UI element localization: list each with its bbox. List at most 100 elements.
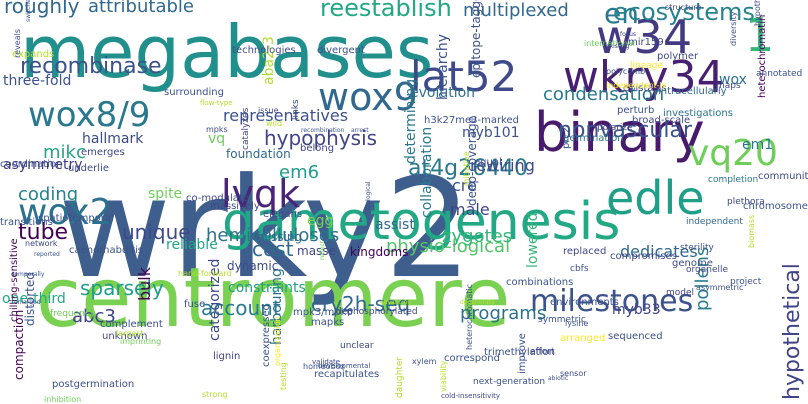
word-caenorhabditis: caenorhabditis [69,245,144,256]
word-surrounding: surrounding [164,87,224,98]
word-heterochromatic: heterochromatic [465,284,474,350]
word-multiplexed: multiplexed [463,0,569,21]
word-dynamic: dynamic [227,259,279,273]
word-project: project [730,277,762,287]
word-enlarged: enlarged [14,299,41,306]
word-structure: structure [665,3,702,12]
word-em6: em6 [279,162,320,183]
word-organization: organization [273,316,282,366]
word-polymer: polymer [657,51,699,62]
word-sparsely: sparsely [80,276,164,300]
word-spite: spite [148,186,183,202]
word-model: model [666,288,695,298]
word-unique: unique [122,220,191,244]
word-cold-insensitivity: cold-insensitivity [441,392,501,400]
word-wild: wild [266,119,283,128]
word-biological: biological [365,181,372,210]
word-sterility: sterility [680,243,714,253]
word-temporally: temporally [12,271,45,278]
word-perturb: perturb [617,105,655,116]
word-network: network [25,239,58,248]
word-epistasis: epistasis [623,83,667,94]
word-belong: belong [300,143,335,154]
word-broad-scale: broad-scale [632,115,691,126]
word-myb101: myb101 [462,125,520,141]
word-compromises: compromises [610,251,677,262]
word-organelle: organelle [686,265,729,275]
word-evolution: evolution [410,85,476,101]
word-coding: coding [18,184,79,205]
word-wox8-9: wox8/9 [28,95,151,135]
word-combinations: combinations [506,277,574,288]
word-heterochromatin: heterochromatin [757,14,768,98]
word-international: international [584,39,635,48]
word-largest: largest [116,329,144,338]
word-coexpressed: coexpressed [261,304,272,367]
word-catalyzes: catalyzes [241,107,251,150]
word-at4g26440: at4g26440 [408,156,529,181]
word-environments: environments [550,297,619,308]
word-hallmark: hallmark [82,131,144,147]
word-developmental: developmental [318,362,371,370]
word-masse: masse [297,244,336,258]
word-annotated: annotated [756,69,803,79]
word-imprinting: imprinting [120,337,162,346]
word-dedicates: dedicates [620,242,698,261]
word-hypotheses: hypotheses [753,0,762,26]
word-mapks: mapks [311,317,345,328]
word-elegans: elegans [263,209,303,220]
word-massively: massively [210,201,260,212]
word-physio-logical: physio-logical [386,236,511,257]
word-replaced: replaced [563,246,607,257]
word-maps: maps [716,81,741,91]
word-validate: validate [312,358,341,366]
word-roughly: roughly [4,0,80,18]
word-xylem: xylem [412,357,437,366]
word-attributable: attributable [88,0,194,17]
word-emerges: emerges [81,147,125,158]
word-investigations: investigations [663,108,733,119]
word-diversity: diversity [729,11,738,46]
word-coordination: coordination [0,159,63,170]
word-programs: programs [460,303,547,324]
word-effort: effort [530,347,555,357]
word-mpks: mpks [206,125,228,134]
word-edle: edle [606,171,705,225]
word-dephosphorylated: dephosphorylated [336,307,418,317]
word-wkry34: wkry34 [563,52,725,103]
word-initiative: initiative [462,151,471,186]
word-biomass: biomass [747,214,756,248]
word-vq20: vq20 [688,133,778,174]
word-reveals: reveals [13,29,22,58]
word-reliable: reliable [166,237,218,253]
word-zygotes: zygotes [442,226,513,247]
word-divergent: divergent [317,45,365,56]
word-egg: egg [307,213,334,229]
word-switches: switches [25,0,32,22]
word-male: male [450,200,490,219]
word-foundation: foundation [226,147,291,161]
word-vq: vq [208,131,226,147]
word-account: account [201,296,281,320]
word-unclear: unclear [340,341,374,351]
word-ecosystems: ecosystems [613,0,755,26]
word-abiotic: abiotic [548,375,569,382]
word-next-generation: next-generation [473,377,546,387]
word-polarize: polarize [597,123,633,133]
word-abc3: abc3 [72,306,116,327]
word-milestones: milestones [530,284,694,319]
word-correspond: correspond [444,353,500,364]
word-wox: wox [719,72,747,88]
word-recapitulates: recapitulates [314,369,380,380]
word-em1: em1 [742,137,774,153]
word-reestablish: reestablish [320,0,452,22]
word-representatives: representatives [223,106,349,125]
word-mir159: mir159 [628,37,664,48]
word-tube: tube [18,220,69,245]
word-centromere: centromere [36,251,511,346]
word-existing: existing [606,43,630,50]
word-germination: germination [563,133,624,144]
word-asymmetry: asymmetry [3,157,83,173]
word-lysine: lysine [565,319,589,328]
word-chilling-sensitive: chilling-sensitive [9,238,20,322]
